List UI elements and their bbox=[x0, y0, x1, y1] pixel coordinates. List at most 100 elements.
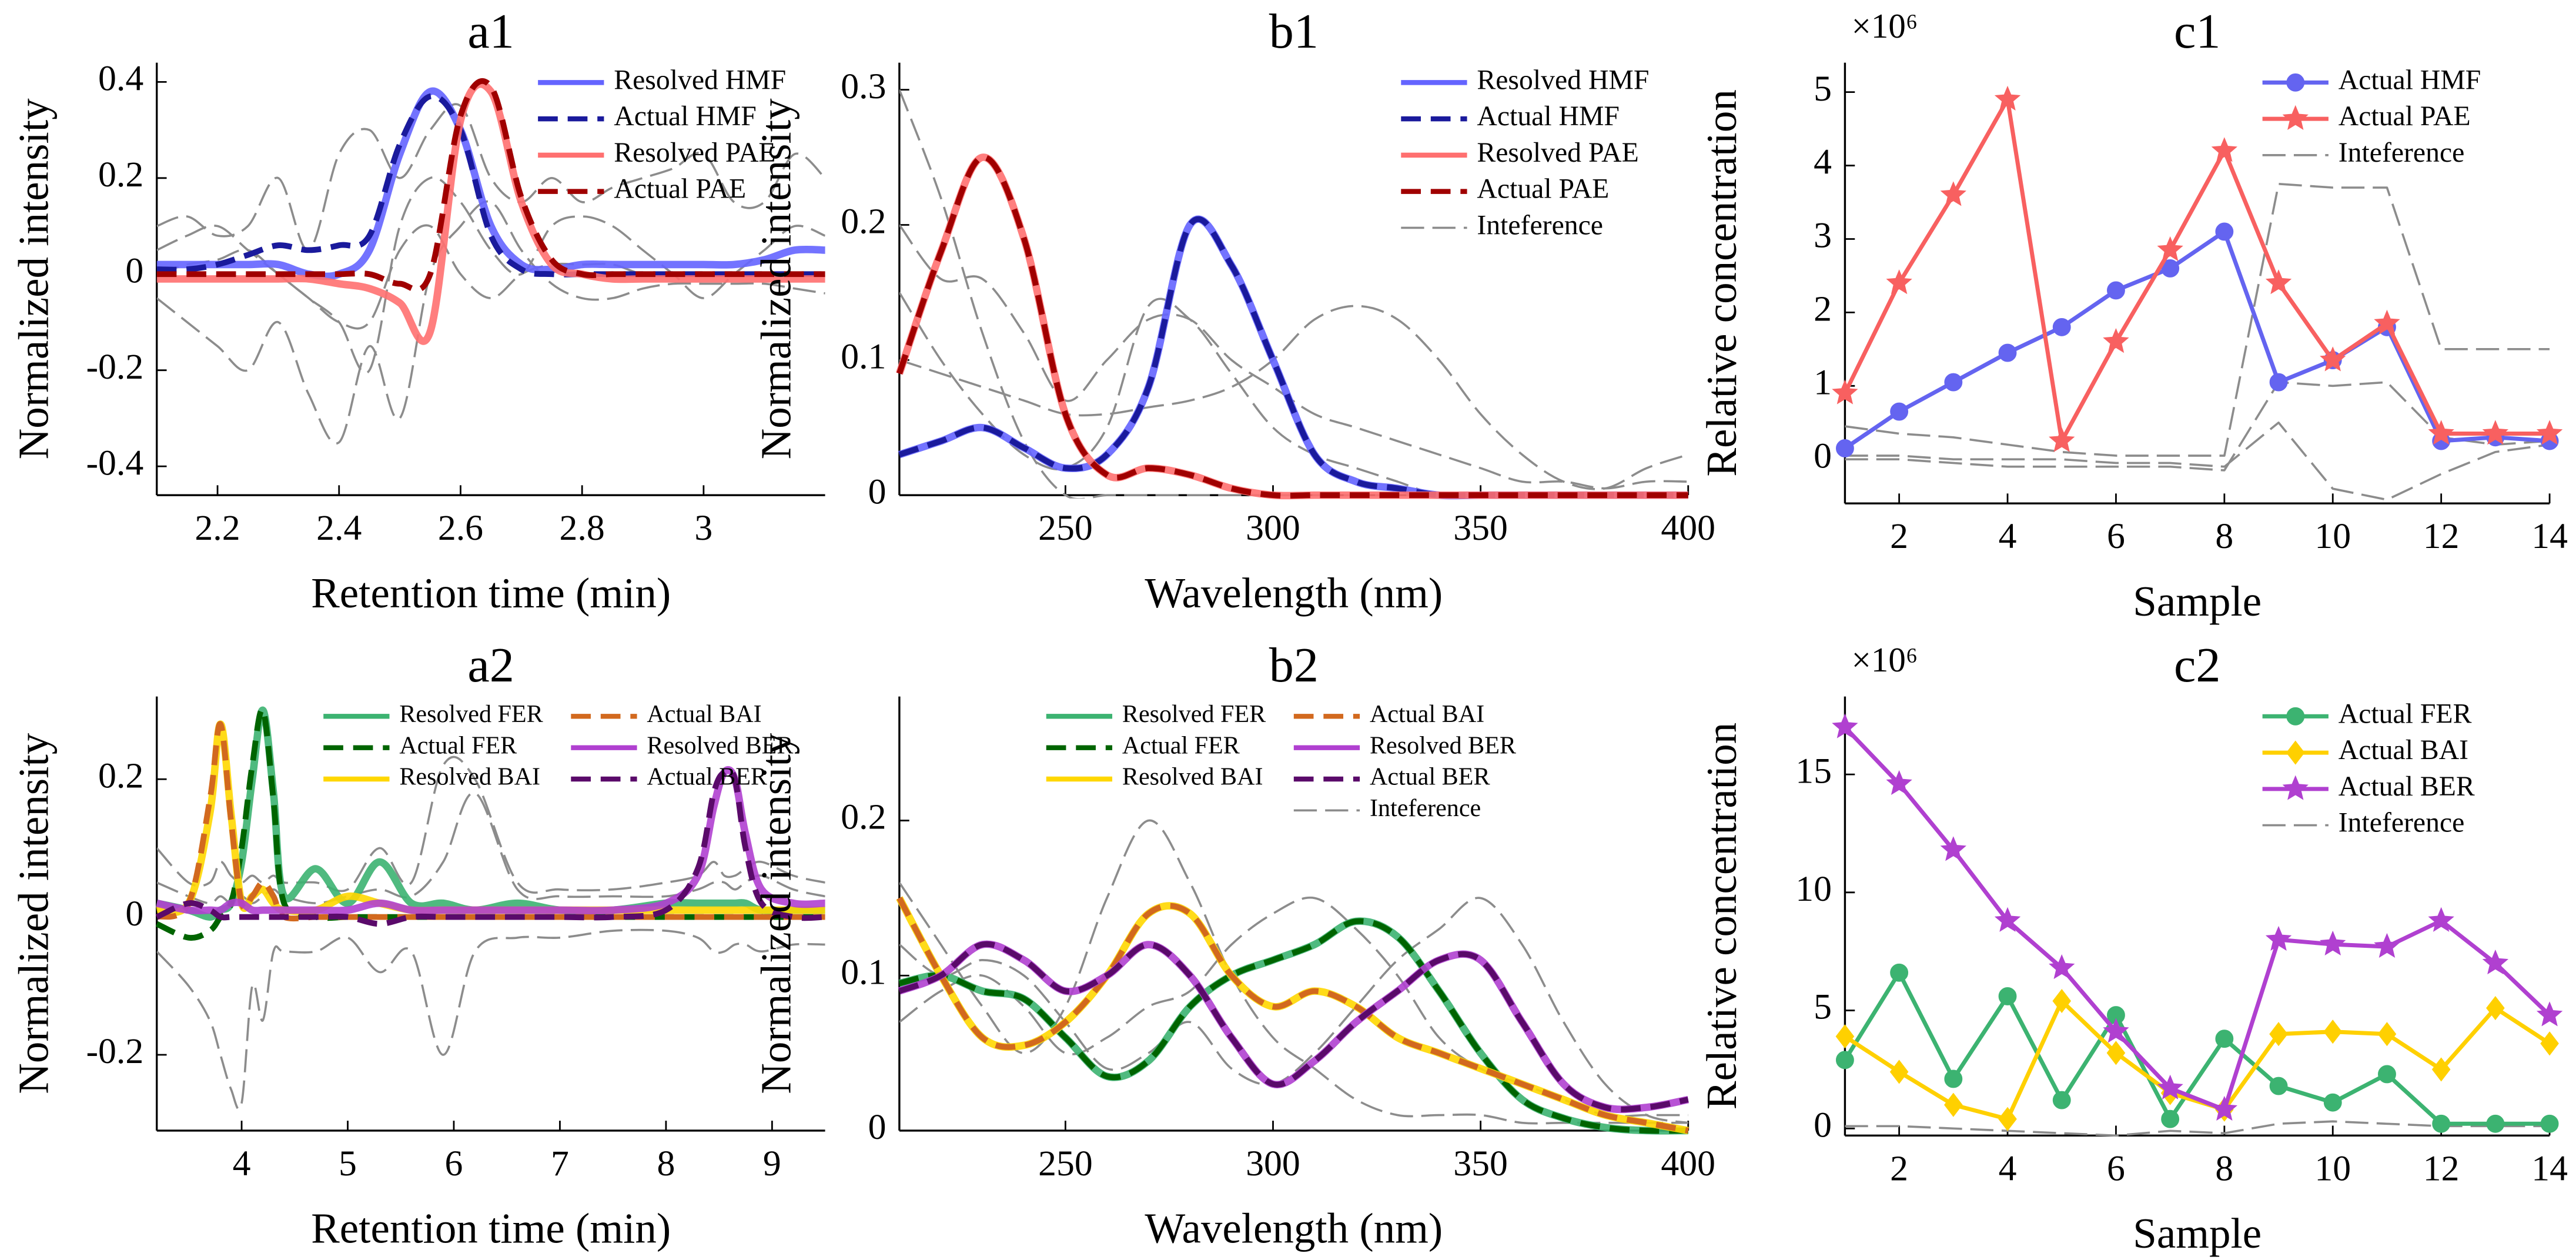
marker bbox=[2282, 775, 2309, 800]
legend-label: Resolved HMF bbox=[1477, 64, 1649, 95]
marker bbox=[2374, 933, 2400, 958]
series-line bbox=[1845, 1120, 2550, 1137]
x-tick-label: 2.2 bbox=[195, 508, 240, 548]
y-tick-label: 0.3 bbox=[841, 66, 886, 106]
x-tick-label: 2 bbox=[1890, 516, 1908, 556]
legend-label: Actual BER bbox=[1370, 763, 1491, 791]
y-axis-label: Normalized intensity bbox=[9, 733, 57, 1094]
marker bbox=[1994, 907, 2021, 932]
series-line bbox=[155, 767, 825, 927]
marker bbox=[2103, 1018, 2129, 1043]
marker bbox=[2103, 328, 2129, 353]
legend-label: Actual PAE bbox=[1477, 173, 1609, 205]
y-tick-label: -0.2 bbox=[86, 1031, 143, 1071]
y-tick-label: 2 bbox=[1814, 289, 1832, 329]
marker bbox=[2482, 949, 2509, 975]
y-tick-label: 4 bbox=[1814, 142, 1832, 182]
series-line bbox=[156, 87, 825, 280]
x-axis-label: Wavelength (nm) bbox=[1145, 569, 1443, 617]
marker bbox=[2432, 1114, 2451, 1133]
marker bbox=[2286, 73, 2305, 92]
marker bbox=[2486, 1114, 2505, 1133]
legend-label: Resolved PAE bbox=[1477, 137, 1638, 168]
marker bbox=[1835, 439, 1854, 457]
legend-label: Inteference bbox=[2339, 137, 2465, 168]
marker bbox=[1994, 85, 2021, 111]
legend-label: Resolved HMF bbox=[614, 64, 786, 95]
series-line bbox=[1845, 421, 2550, 501]
x-tick-label: 300 bbox=[1246, 508, 1300, 548]
marker bbox=[2157, 236, 2183, 262]
legend-label: Actual PAE bbox=[2339, 101, 2471, 132]
marker bbox=[1944, 373, 1963, 392]
series-line bbox=[898, 215, 1688, 500]
marker bbox=[2211, 137, 2238, 162]
y-tick-label: 0 bbox=[125, 250, 143, 290]
marker bbox=[2540, 1114, 2559, 1133]
marker bbox=[1889, 1060, 1909, 1084]
legend-label: Resolved BAI bbox=[399, 763, 540, 791]
x-tick-label: 14 bbox=[2531, 1148, 2568, 1188]
y-tick-label: 0 bbox=[868, 1107, 886, 1147]
marker bbox=[2049, 427, 2075, 452]
legend-label: Resolved FER bbox=[1122, 700, 1266, 728]
series-line bbox=[898, 941, 1689, 1112]
legend-label: Inteference bbox=[1477, 209, 1603, 240]
x-tick-label: 2.8 bbox=[560, 508, 605, 548]
x-tick-label: 8 bbox=[2215, 1148, 2233, 1188]
x-axis-label: Sample bbox=[2133, 1209, 2261, 1257]
legend-label: Actual HMF bbox=[2339, 64, 2481, 95]
marker bbox=[2377, 1022, 2397, 1047]
marker bbox=[2320, 930, 2346, 956]
marker bbox=[2536, 1001, 2563, 1027]
y-tick-label: 15 bbox=[1795, 751, 1832, 791]
marker bbox=[2052, 1091, 2071, 1109]
y-tick-label: 0 bbox=[1814, 1105, 1832, 1145]
marker bbox=[2161, 1109, 2180, 1128]
marker bbox=[1886, 269, 1912, 295]
series-line bbox=[1845, 998, 2550, 1121]
chart-title: b1 bbox=[1269, 4, 1319, 59]
y-axis-label: Normalized intensity bbox=[752, 98, 800, 460]
legend-label: Actual FER bbox=[1122, 731, 1240, 759]
marker bbox=[2431, 1057, 2451, 1082]
marker bbox=[1940, 836, 1966, 861]
legend-label: Resolved BAI bbox=[1122, 763, 1263, 791]
x-tick-label: 12 bbox=[2423, 516, 2460, 556]
marker bbox=[2282, 105, 2309, 130]
chart-title: a1 bbox=[467, 4, 514, 59]
legend-label: Actual HMF bbox=[614, 101, 757, 132]
series-line bbox=[898, 918, 1688, 1134]
series-line bbox=[896, 154, 1688, 499]
y-tick-label: -0.4 bbox=[86, 443, 143, 483]
x-tick-label: 3 bbox=[694, 508, 712, 548]
y-tick-label: 0.1 bbox=[841, 336, 886, 376]
x-axis-label: Retention time (min) bbox=[311, 569, 671, 617]
x-tick-label: 8 bbox=[2215, 516, 2233, 556]
marker bbox=[2486, 996, 2505, 1021]
y-axis-label: Normalized intensity bbox=[752, 733, 800, 1094]
legend-label: Actual BER bbox=[647, 763, 768, 791]
marker bbox=[2323, 1093, 2342, 1112]
marker bbox=[1832, 713, 1858, 738]
x-tick-label: 250 bbox=[1038, 1144, 1093, 1184]
series-line bbox=[156, 78, 825, 293]
y-tick-label: 0.4 bbox=[98, 59, 143, 99]
marker bbox=[2211, 1095, 2238, 1121]
y-multiplier: ×10⁶ bbox=[1852, 640, 1918, 679]
marker bbox=[2269, 1022, 2288, 1047]
series-line bbox=[899, 896, 1688, 1118]
marker bbox=[1835, 1051, 1854, 1070]
series-line bbox=[896, 897, 1689, 1134]
marker bbox=[1890, 963, 1909, 982]
marker bbox=[2265, 925, 2292, 951]
x-tick-label: 350 bbox=[1453, 508, 1508, 548]
marker bbox=[2536, 420, 2563, 445]
marker bbox=[2374, 309, 2400, 335]
marker bbox=[1886, 770, 1912, 796]
x-tick-label: 6 bbox=[2107, 516, 2125, 556]
legend-label: Resolved BER bbox=[647, 731, 794, 759]
series-line bbox=[1845, 229, 2550, 450]
marker bbox=[1835, 1024, 1855, 1049]
